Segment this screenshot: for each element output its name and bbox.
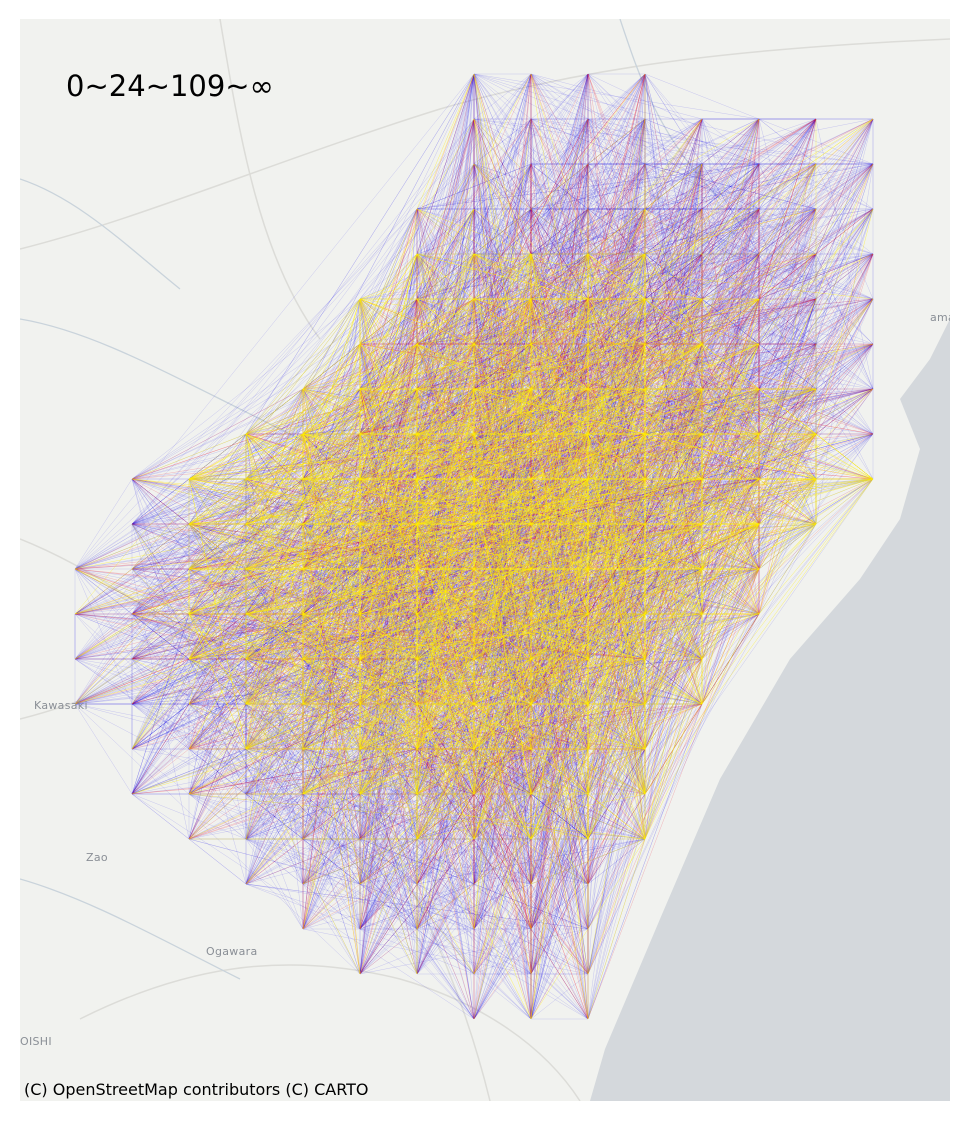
legend-title: 0~24~109~∞ [66, 69, 274, 103]
place-label-shiroishi: OISHI [20, 1035, 52, 1048]
place-label-natori: ama [930, 311, 950, 324]
map-frame[interactable]: ama Kawasaki Zao Ogawara OISHI 0~24~109~… [20, 19, 950, 1101]
place-label-ogawara: Ogawara [206, 945, 258, 958]
od-flow-map [20, 19, 950, 1101]
roads [20, 19, 950, 1101]
high-flow-lines [74, 73, 874, 1020]
place-label-kawasaki: Kawasaki [34, 699, 88, 712]
place-label-zao: Zao [86, 851, 108, 864]
sea-water [590, 319, 950, 1101]
map-attribution: (C) OpenStreetMap contributors (C) CARTO [24, 1080, 369, 1099]
